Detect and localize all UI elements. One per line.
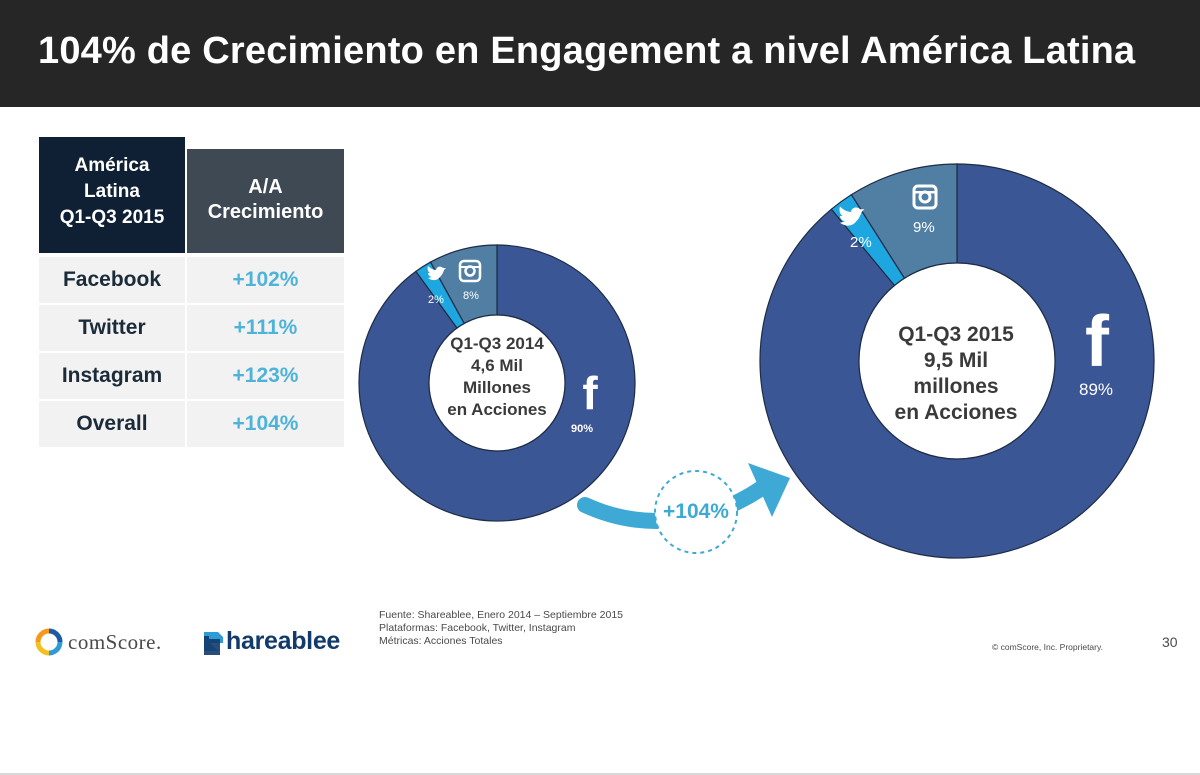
donut-hole: [428, 314, 566, 452]
comscore-logo: comScore.: [38, 628, 162, 656]
platform-cell: Twitter: [39, 305, 185, 351]
pct-label-twitter-2014: 2%: [428, 294, 444, 306]
table-header-region: América Latina Q1-Q3 2015: [39, 137, 185, 253]
copyright-text: © comScore, Inc. Proprietary.: [992, 642, 1103, 652]
growth-cell: +111%: [187, 305, 344, 351]
center-line: en Acciones: [894, 401, 1018, 424]
center-line: 4,6 Mil: [471, 356, 523, 375]
page-number: 30: [1162, 634, 1178, 650]
table-row: Instagram +123%: [39, 353, 344, 401]
facebook-icon: f: [582, 367, 598, 419]
growth-arrow: [577, 463, 790, 554]
instagram-icon: [912, 184, 938, 210]
donut-chart-2014: [358, 244, 636, 522]
table-row: Twitter +111%: [39, 305, 344, 353]
bottom-divider: [0, 773, 1200, 775]
center-line: Q1-Q3 2014: [450, 334, 544, 353]
header-growth-line: Crecimiento: [207, 201, 324, 223]
title-bar: 104% de Crecimiento en Engagement a nive…: [0, 0, 1200, 107]
donut-hole: [858, 262, 1056, 460]
shareablee-logo-mark: [204, 632, 223, 655]
platform-cell: Instagram: [39, 353, 185, 399]
growth-cell: +102%: [187, 257, 344, 303]
shareablee-logo-text: hareablee: [226, 626, 341, 655]
center-line: en Acciones: [447, 400, 547, 419]
instagram-icon: [458, 259, 482, 283]
platform-cell: Facebook: [39, 257, 185, 303]
header-region-line: Latina: [84, 181, 140, 202]
center-line: 9,5 Mil: [923, 349, 989, 372]
source-line: Plataformas: Facebook, Twitter, Instagra…: [379, 622, 576, 634]
shareablee-logo: hareablee: [202, 624, 340, 658]
header-region-line: Q1-Q3 2015: [59, 207, 165, 228]
header-growth-line: A/A: [248, 176, 283, 198]
center-line: Millones: [462, 378, 531, 397]
pct-label-facebook-2014: 90%: [571, 423, 594, 435]
pct-label-facebook-2015: 89%: [1079, 380, 1114, 399]
growth-cell: +104%: [187, 401, 344, 447]
table-header-growth: A/A Crecimiento: [187, 149, 344, 253]
source-line: Métricas: Acciones Totales: [379, 635, 503, 647]
twitter-icon: [427, 266, 446, 281]
growth-badge-label: +104%: [663, 500, 729, 523]
center-line: millones: [913, 375, 999, 398]
twitter-icon: [839, 206, 865, 226]
table-body: Facebook +102% Twitter +111% Instagram +…: [39, 257, 344, 449]
donut-center-2015: Q1-Q3 2015 9,5 Mil millones en Acciones: [866, 322, 1046, 426]
platform-cell: Overall: [39, 401, 185, 447]
svg-text:f: f: [1085, 302, 1110, 382]
source-line: Fuente: Shareablee, Enero 2014 – Septiem…: [379, 609, 624, 621]
page-title: 104% de Crecimiento en Engagement a nive…: [38, 30, 1136, 72]
growth-cell: +123%: [187, 353, 344, 399]
source-notes: Fuente: Shareablee, Enero 2014 – Septiem…: [379, 609, 623, 648]
growth-badge-circle: [654, 470, 738, 554]
table-row: Overall +104%: [39, 401, 344, 449]
donut-center-2014: Q1-Q3 2014 4,6 Mil Millones en Acciones: [432, 333, 562, 421]
svg-text:f: f: [582, 367, 598, 419]
facebook-icon: f: [1085, 302, 1110, 382]
pct-label-instagram-2014: 8%: [463, 290, 479, 302]
comscore-logo-mark: [35, 628, 63, 656]
header-region-line: América: [74, 155, 150, 176]
table-row: Facebook +102%: [39, 257, 344, 305]
center-line: Q1-Q3 2015: [898, 323, 1014, 346]
pct-label-instagram-2015: 9%: [913, 219, 935, 236]
pct-label-twitter-2015: 2%: [850, 234, 872, 251]
comscore-logo-text: comScore.: [68, 629, 162, 654]
